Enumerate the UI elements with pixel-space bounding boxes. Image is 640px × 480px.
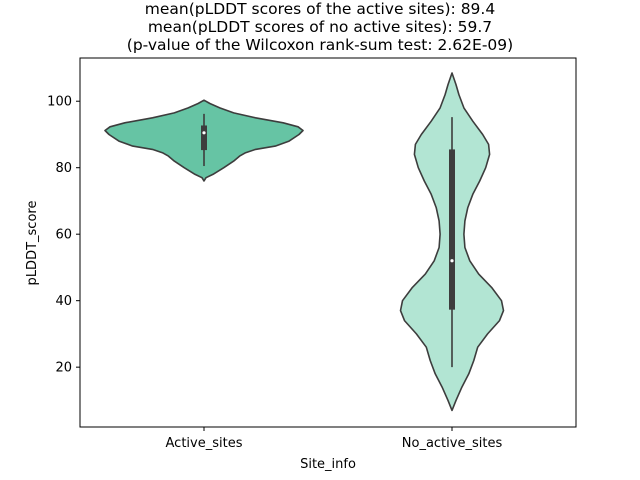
y-tick-label: 100 — [47, 95, 72, 110]
iqr-box-active-sites — [201, 125, 207, 151]
y-tick-label: 60 — [55, 228, 72, 243]
median-point-active-sites — [202, 131, 206, 135]
chart-title-line-2: mean(pLDDT scores of no active sites): 5… — [147, 18, 493, 36]
y-tick-label: 80 — [55, 161, 72, 176]
x-tick-label: No_active_sites — [402, 436, 503, 451]
y-tick-label: 40 — [55, 294, 72, 309]
violin-layer — [104, 72, 505, 412]
y-tick-label: 20 — [55, 361, 72, 376]
iqr-box-no-active-sites — [449, 149, 455, 310]
chart-title-line-1: mean(pLDDT scores of the active sites): … — [144, 0, 496, 18]
median-point-no-active-sites — [450, 259, 454, 263]
chart-title-line-3: (p-value of the Wilcoxon rank-sum test: … — [126, 36, 514, 54]
y-axis-label: pLDDT_score — [25, 201, 40, 286]
x-tick-label: Active_sites — [166, 436, 243, 451]
y-axis: 20 40 60 80 100 — [47, 95, 80, 376]
x-axis-label: Site_info — [300, 457, 356, 472]
box-layer — [201, 113, 455, 368]
axes-frame — [79, 57, 577, 428]
x-axis: Active_sites No_active_sites — [166, 427, 503, 451]
